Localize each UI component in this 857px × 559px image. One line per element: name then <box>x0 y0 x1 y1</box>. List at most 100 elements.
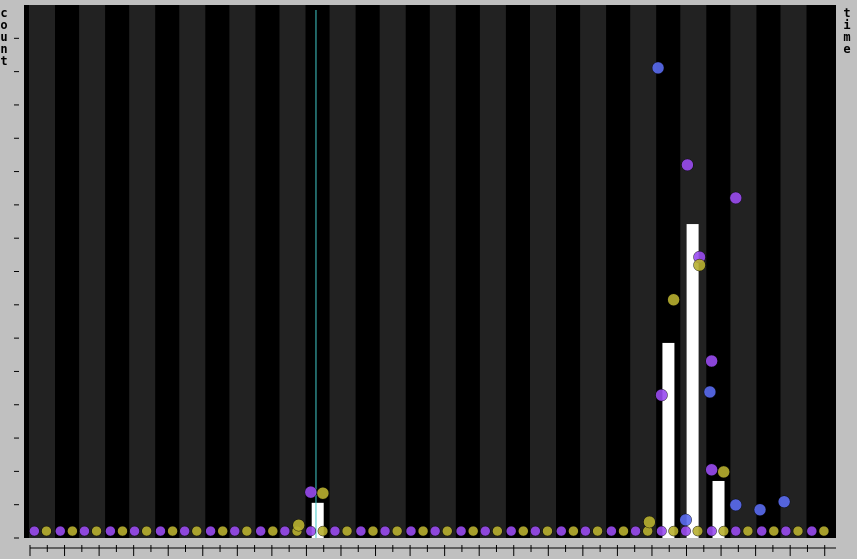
point <box>729 498 743 512</box>
point <box>217 525 228 537</box>
point <box>655 388 668 402</box>
point <box>717 465 730 479</box>
point <box>341 525 353 537</box>
stripe <box>630 5 657 538</box>
point <box>679 513 692 527</box>
bar <box>712 480 725 538</box>
point <box>718 525 729 537</box>
point <box>668 525 679 537</box>
point <box>542 525 553 537</box>
point <box>79 525 90 537</box>
point <box>391 525 403 537</box>
bar <box>686 224 699 539</box>
stripe <box>229 5 256 538</box>
bar <box>662 342 675 538</box>
point <box>693 258 706 272</box>
stripe <box>179 5 206 538</box>
stripe <box>479 5 506 538</box>
point <box>680 525 691 537</box>
point <box>304 485 318 499</box>
point <box>305 525 317 537</box>
stripe <box>279 5 306 538</box>
point <box>505 525 517 537</box>
point <box>67 525 78 537</box>
point <box>580 525 591 537</box>
point <box>706 525 717 537</box>
point <box>255 525 266 537</box>
point <box>317 525 329 537</box>
point <box>568 525 579 537</box>
point <box>179 525 190 537</box>
point <box>467 525 479 537</box>
point <box>730 525 742 537</box>
point <box>129 525 140 537</box>
point <box>267 525 279 537</box>
point <box>355 525 367 537</box>
point <box>703 385 717 399</box>
point <box>756 525 767 537</box>
point <box>329 525 341 537</box>
point <box>379 525 391 537</box>
point <box>651 61 665 75</box>
point <box>191 525 203 537</box>
point <box>530 525 541 537</box>
point <box>241 525 253 537</box>
point <box>117 525 128 537</box>
point <box>442 525 453 537</box>
point <box>229 525 241 537</box>
stripe <box>329 5 356 538</box>
point <box>729 191 743 205</box>
point <box>643 515 656 529</box>
point <box>91 525 102 537</box>
point <box>692 525 704 537</box>
point <box>556 525 567 537</box>
point <box>455 525 467 537</box>
point <box>167 525 178 537</box>
point <box>417 525 429 537</box>
point <box>29 525 40 537</box>
point <box>656 525 667 537</box>
y2-axis-label: time <box>840 6 854 54</box>
point <box>292 518 305 532</box>
point <box>777 495 791 509</box>
stripe <box>730 5 757 538</box>
point <box>105 525 116 537</box>
point <box>806 525 818 537</box>
point <box>367 525 379 537</box>
point <box>742 525 754 537</box>
point <box>606 525 617 537</box>
point <box>780 525 792 537</box>
y-axis-label: count <box>0 6 11 66</box>
point <box>705 354 718 368</box>
point <box>492 525 503 537</box>
point <box>41 525 52 537</box>
point <box>768 525 780 537</box>
point <box>480 525 491 537</box>
stripe <box>379 5 406 538</box>
point <box>618 525 629 537</box>
point <box>705 463 718 477</box>
point <box>155 525 166 537</box>
point <box>792 525 804 537</box>
stripe <box>429 5 456 538</box>
point <box>818 525 830 537</box>
point <box>205 525 216 537</box>
point <box>55 525 66 537</box>
stripe <box>79 5 106 538</box>
point <box>592 525 603 537</box>
point <box>141 525 152 537</box>
stripe <box>129 5 156 538</box>
point <box>753 503 767 517</box>
point <box>279 525 291 537</box>
stripe <box>780 5 807 538</box>
point <box>630 525 641 537</box>
stripe <box>29 5 55 538</box>
point <box>681 158 694 172</box>
point <box>429 525 441 537</box>
point <box>667 293 680 306</box>
stripe <box>580 5 607 538</box>
point <box>518 525 529 537</box>
point <box>316 486 330 500</box>
point <box>405 525 417 537</box>
